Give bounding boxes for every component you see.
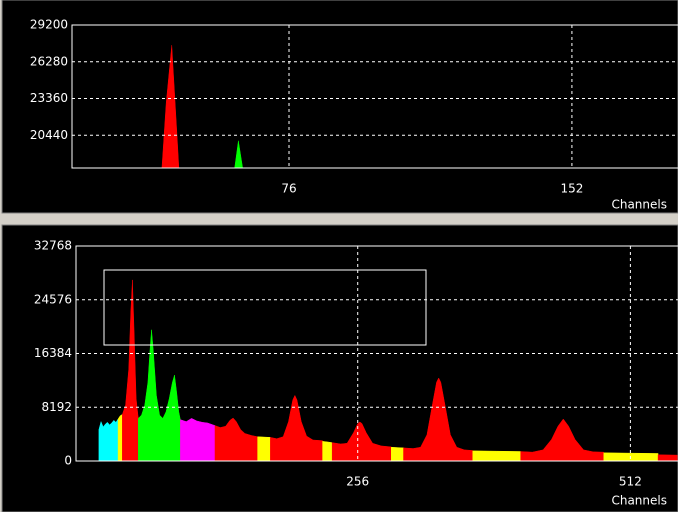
y-tick-label: 24576 [34,292,72,306]
zoom-region[interactable] [103,269,427,346]
spectrum-area [603,452,659,461]
y-tick-label: 0 [64,454,72,468]
full-panel [1,224,678,512]
spectrum-area [136,45,193,168]
y-tick-label: 16384 [34,346,72,360]
spectrum-area [472,450,521,461]
x-tick-label: 76 [281,182,296,196]
x-axis-label: Channels [611,494,667,508]
spectrum-area [180,418,216,461]
spectrum-area [257,436,271,461]
spectrum-area [331,421,392,461]
x-tick-label: 512 [619,475,642,489]
y-tick-label: 8192 [41,400,72,414]
y-tick-label: 26280 [30,54,68,68]
axis-frame [75,245,678,462]
axis-frame [71,24,678,169]
x-tick-label: 256 [346,475,369,489]
y-tick-label: 23360 [30,91,68,105]
spectrum-area [391,446,404,461]
spectrum-area [520,418,605,461]
spectrum-area [322,441,333,461]
y-tick-label: 20440 [30,128,68,142]
spectrum-area [98,418,119,461]
y-tick-label: 29200 [30,18,68,32]
x-tick-label: 152 [560,182,583,196]
spectrum-area [138,329,181,461]
spectrum-area [657,454,678,461]
spectrum-area [270,394,323,461]
data-layer [98,279,678,461]
y-tick-label: 32768 [34,239,72,253]
spectrum-area [403,377,474,461]
x-axis-label: Channels [611,198,667,212]
data-layer [136,45,340,168]
spectrum-area [117,413,123,461]
zoom-panel [1,0,678,214]
